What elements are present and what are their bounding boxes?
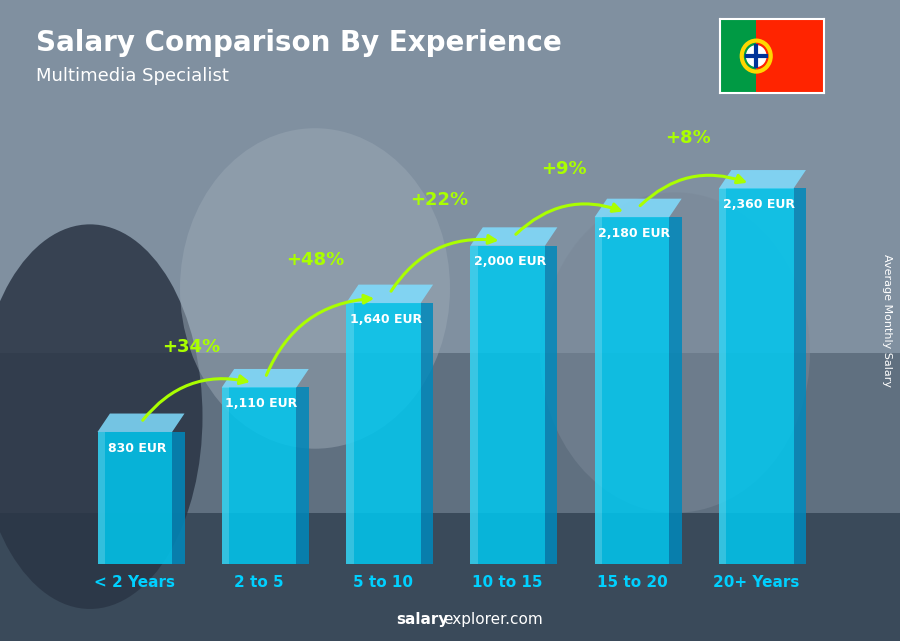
Text: 1,110 EUR: 1,110 EUR (225, 397, 298, 410)
Polygon shape (719, 188, 726, 564)
Polygon shape (670, 217, 681, 564)
Text: 830 EUR: 830 EUR (108, 442, 166, 454)
Text: +34%: +34% (162, 338, 220, 356)
Ellipse shape (540, 192, 810, 513)
Polygon shape (346, 303, 420, 564)
Bar (0, 513, 900, 641)
Ellipse shape (180, 128, 450, 449)
Polygon shape (221, 387, 230, 564)
Text: 2,360 EUR: 2,360 EUR (723, 198, 795, 211)
Text: salary: salary (396, 612, 448, 627)
Text: Multimedia Specialist: Multimedia Specialist (36, 67, 229, 85)
Text: +22%: +22% (410, 191, 468, 209)
Polygon shape (420, 303, 433, 564)
Polygon shape (794, 188, 806, 564)
Polygon shape (97, 432, 172, 564)
Polygon shape (471, 228, 557, 246)
Polygon shape (719, 188, 794, 564)
Polygon shape (595, 199, 681, 217)
Polygon shape (296, 387, 309, 564)
Polygon shape (544, 246, 557, 564)
Polygon shape (346, 303, 354, 564)
Polygon shape (97, 432, 105, 564)
Text: Average Monthly Salary: Average Monthly Salary (881, 254, 892, 387)
Ellipse shape (0, 224, 202, 609)
Bar (0, 0, 900, 353)
Text: +9%: +9% (541, 160, 587, 178)
Text: +8%: +8% (665, 129, 711, 147)
Text: 1,640 EUR: 1,640 EUR (350, 313, 422, 326)
Text: +48%: +48% (286, 251, 344, 269)
Text: 2,180 EUR: 2,180 EUR (598, 227, 670, 240)
Polygon shape (595, 217, 670, 564)
Bar (0, 353, 900, 513)
Bar (756, 19, 824, 93)
Polygon shape (595, 217, 602, 564)
Text: explorer.com: explorer.com (443, 612, 543, 627)
Polygon shape (97, 413, 184, 432)
Polygon shape (471, 246, 478, 564)
Polygon shape (172, 432, 184, 564)
Polygon shape (346, 285, 433, 303)
Polygon shape (221, 369, 309, 387)
Polygon shape (221, 387, 296, 564)
Polygon shape (719, 170, 806, 188)
Circle shape (747, 46, 766, 67)
Bar (720, 19, 756, 93)
Text: 2,000 EUR: 2,000 EUR (474, 255, 546, 269)
Polygon shape (471, 246, 544, 564)
Text: Salary Comparison By Experience: Salary Comparison By Experience (36, 29, 562, 57)
